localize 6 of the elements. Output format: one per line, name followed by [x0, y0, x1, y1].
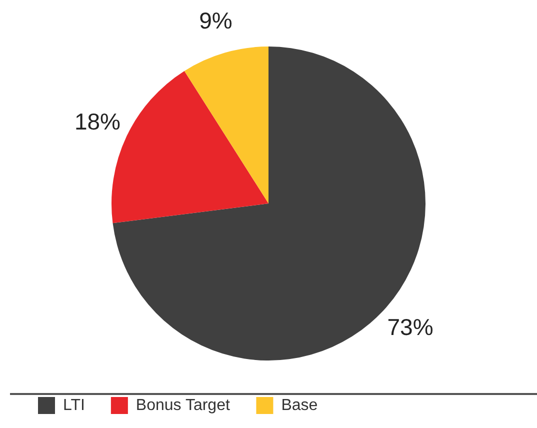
legend-label: LTI: [63, 396, 85, 414]
data-label: 9%: [199, 7, 232, 34]
data-label: 18%: [74, 108, 121, 134]
data-label: 73%: [387, 314, 434, 340]
legend-label: Base: [281, 396, 318, 414]
legend-label: Bonus Target: [136, 396, 230, 414]
